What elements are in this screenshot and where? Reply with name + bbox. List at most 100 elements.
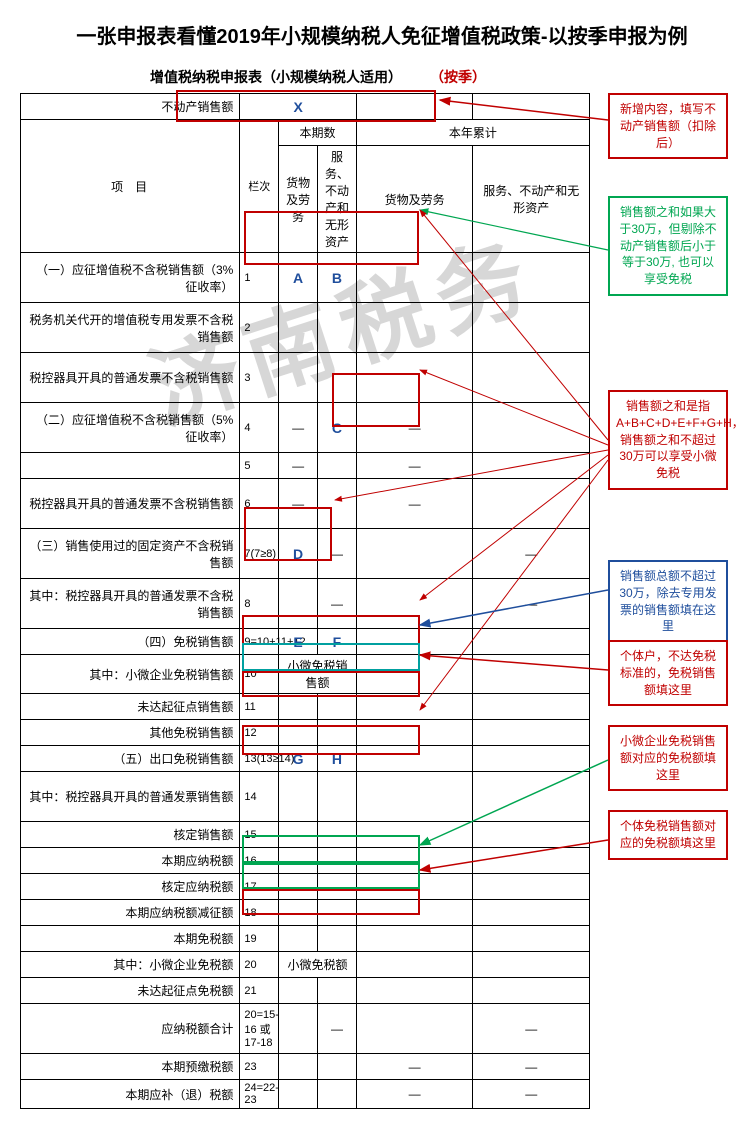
table-cell (279, 353, 318, 403)
table-cell (473, 629, 590, 655)
table-cell: — (279, 403, 318, 453)
table-cell (356, 848, 473, 874)
table-cell (279, 848, 318, 874)
table-cell (318, 353, 357, 403)
table-cell (473, 746, 590, 772)
col-header-period: 本期数 (279, 120, 357, 146)
table-cell (318, 772, 357, 822)
table-cell (318, 479, 357, 529)
table-cell: — (279, 453, 318, 479)
table-cell (356, 746, 473, 772)
row-label: 未达起征点免税额 (21, 978, 240, 1004)
table-cell: — (356, 403, 473, 453)
table-cell (356, 720, 473, 746)
row-label: 本期应纳税额 (21, 848, 240, 874)
table-cell: — (473, 1054, 590, 1080)
table-cell (356, 253, 473, 303)
table-cell (356, 353, 473, 403)
row-realestate-label: 不动产销售额 (21, 94, 240, 120)
row-label: 税务机关代开的增值税专用发票不含税销售额 (21, 303, 240, 353)
table-cell (356, 772, 473, 822)
table-cell (279, 822, 318, 848)
table-cell (473, 303, 590, 353)
table-cell (318, 720, 357, 746)
table-cell (279, 874, 318, 900)
row-label: 本期应补（退）税额 (21, 1080, 240, 1109)
table-cell: — (318, 529, 357, 579)
table-cell: — (356, 479, 473, 529)
table-cell (279, 772, 318, 822)
table-cell: — (279, 479, 318, 529)
table-cell: — (318, 1004, 357, 1054)
table-cell (473, 353, 590, 403)
col-header-goods1: 货物及劳务 (279, 146, 318, 253)
row-num: 12 (240, 720, 279, 746)
row-num: 11 (240, 694, 279, 720)
table-cell: H (318, 746, 357, 772)
table-cell (318, 926, 357, 952)
row-label: 其中：小微企业免税额 (21, 952, 240, 978)
table-cell (473, 403, 590, 453)
table-cell (318, 978, 357, 1004)
table-cell: 小微免税额 (279, 952, 357, 978)
table-cell (473, 694, 590, 720)
row-num: 13(13≥14) (240, 746, 279, 772)
row-label: （三）销售使用过的固定资产不含税销售额 (21, 529, 240, 579)
row-realestate-value: X (240, 94, 357, 120)
table-cell (356, 655, 473, 694)
row-num: 10 (240, 655, 279, 694)
table-cell (356, 1004, 473, 1054)
row-num: 19 (240, 926, 279, 952)
row-label (21, 453, 240, 479)
table-cell (356, 874, 473, 900)
col-header-item: 项 目 (21, 120, 240, 253)
table-cell (473, 453, 590, 479)
row-label: 本期免税额 (21, 926, 240, 952)
table-cell (279, 900, 318, 926)
col-header-svc1: 服务、不动产和无形资产 (318, 146, 357, 253)
table-cell (356, 822, 473, 848)
col-header-cumulative: 本年累计 (356, 120, 589, 146)
row-label: 未达起征点销售额 (21, 694, 240, 720)
table-cell: — (473, 529, 590, 579)
table-cell: — (473, 579, 590, 629)
col-header-svc2: 服务、不动产和无形资产 (473, 146, 590, 253)
table-cell (473, 720, 590, 746)
table-cell: A (279, 253, 318, 303)
table-cell (473, 655, 590, 694)
row-num: 17 (240, 874, 279, 900)
form-subtitle: 增值税纳税申报表（小规模纳税人适用） (150, 67, 402, 87)
table-cell: — (356, 1080, 473, 1109)
table-cell (356, 579, 473, 629)
table-cell (279, 720, 318, 746)
table-cell (473, 253, 590, 303)
table-cell: B (318, 253, 357, 303)
table-cell (473, 978, 590, 1004)
row-num: 18 (240, 900, 279, 926)
row-num: 24=22-23 (240, 1080, 279, 1109)
table-cell: F (318, 629, 357, 655)
row-num: 14 (240, 772, 279, 822)
row-label: 核定销售额 (21, 822, 240, 848)
table-cell (473, 900, 590, 926)
table-cell (356, 629, 473, 655)
table-cell (279, 1004, 318, 1054)
table-cell: — (356, 1054, 473, 1080)
table-cell (318, 848, 357, 874)
row-label: 核定应纳税额 (21, 874, 240, 900)
table-cell (318, 822, 357, 848)
row-label: 其中：税控器具开具的普通发票销售额 (21, 772, 240, 822)
table-cell (318, 453, 357, 479)
row-num: 3 (240, 353, 279, 403)
row-num: 21 (240, 978, 279, 1004)
row-num: 15 (240, 822, 279, 848)
table-cell (318, 1080, 357, 1109)
row-num: 16 (240, 848, 279, 874)
table-cell: — (473, 1004, 590, 1054)
table-cell (279, 694, 318, 720)
row-num: 9=10+11+12 (240, 629, 279, 655)
col-header-num: 栏次 (240, 120, 279, 253)
table-cell (356, 926, 473, 952)
table-cell: — (356, 453, 473, 479)
row-label: 税控器具开具的普通发票不含税销售额 (21, 353, 240, 403)
